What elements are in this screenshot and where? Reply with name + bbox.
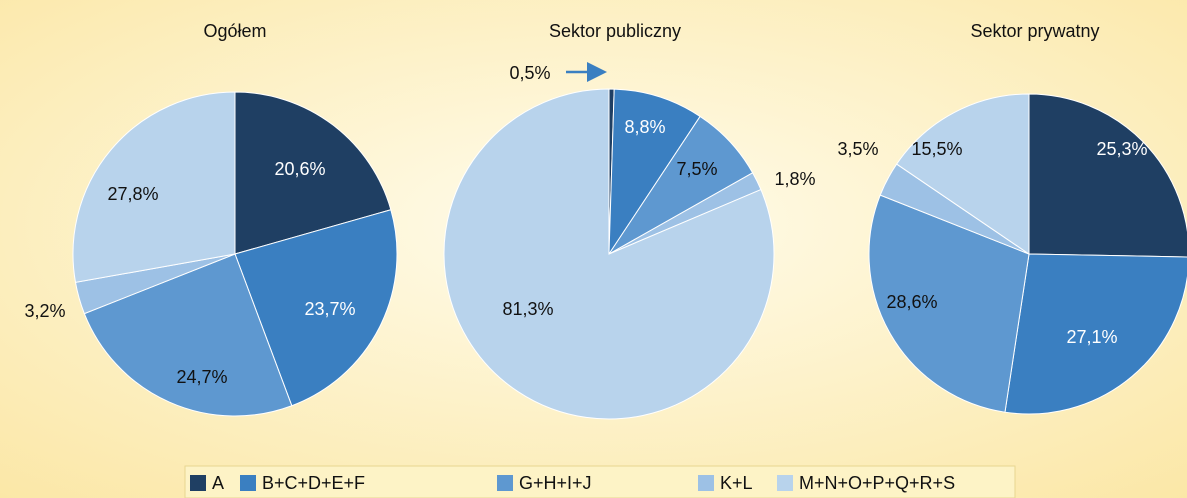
data-label: 7,5% — [676, 159, 717, 179]
data-label: 8,8% — [624, 117, 665, 137]
data-label: 28,6% — [886, 292, 937, 312]
legend-label: A — [212, 473, 224, 493]
chart-title: Sektor publiczny — [549, 21, 681, 41]
data-label: 27,8% — [107, 184, 158, 204]
pie-slice — [443, 88, 775, 420]
chart-title: Ogółem — [203, 21, 266, 41]
legend-swatch — [190, 475, 206, 491]
pie-slice — [234, 209, 398, 407]
legend-swatch — [240, 475, 256, 491]
data-label: 24,7% — [176, 367, 227, 387]
data-label: 20,6% — [274, 159, 325, 179]
pie-slice — [234, 91, 392, 255]
data-label: 1,8% — [774, 169, 815, 189]
data-label: 81,3% — [502, 299, 553, 319]
pie-slice — [72, 91, 236, 283]
legend-swatch — [497, 475, 513, 491]
chart-title: Sektor prywatny — [970, 21, 1099, 41]
legend-swatch — [777, 475, 793, 491]
pie-slice — [83, 253, 293, 417]
legend-label: M+N+O+P+Q+R+S — [799, 473, 955, 493]
legend-swatch — [698, 475, 714, 491]
pie-slice — [895, 93, 1030, 255]
data-label: 3,5% — [837, 139, 878, 159]
data-label: 15,5% — [911, 139, 962, 159]
data-label: 27,1% — [1066, 327, 1117, 347]
legend-label: K+L — [720, 473, 753, 493]
data-label: 23,7% — [304, 299, 355, 319]
pie-slice — [868, 194, 1030, 413]
pie-slice — [608, 88, 701, 256]
legend-label: B+C+D+E+F — [262, 473, 365, 493]
data-label: 25,3% — [1096, 139, 1147, 159]
data-label: 3,2% — [24, 301, 65, 321]
legend-label: G+H+I+J — [519, 473, 592, 493]
pie-slice — [1004, 253, 1187, 415]
data-label: 0,5% — [509, 63, 550, 83]
legend-box — [184, 465, 1016, 498]
